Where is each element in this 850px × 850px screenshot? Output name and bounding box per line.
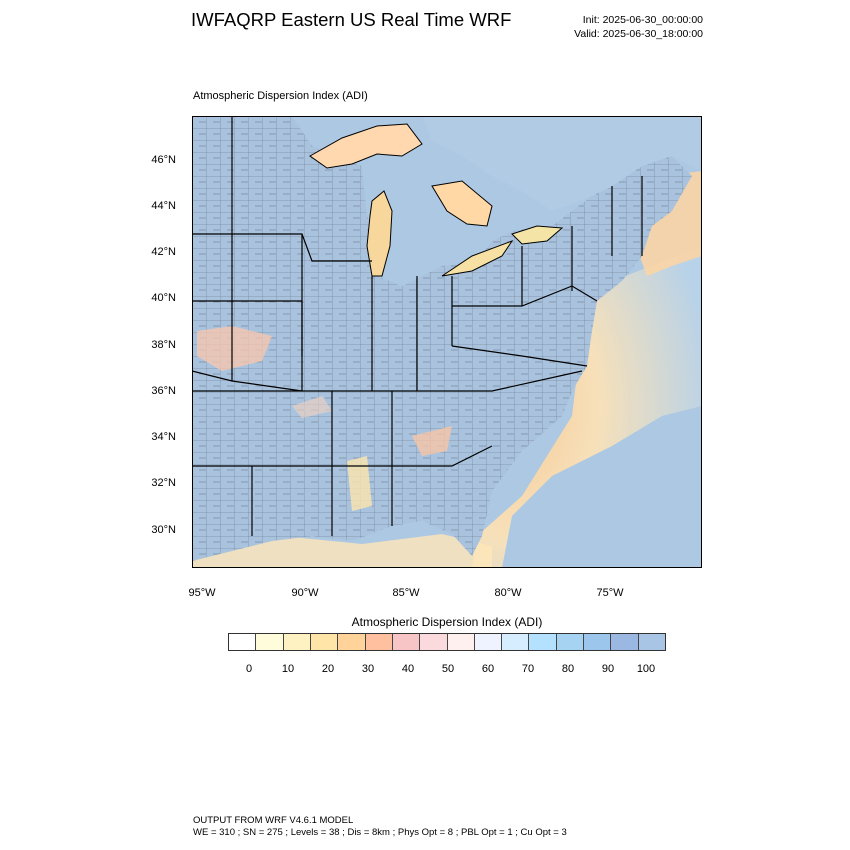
gulf-of-mexico bbox=[192, 534, 492, 568]
model-info: OUTPUT FROM WRF V4.6.1 MODEL WE = 310 ; … bbox=[193, 815, 567, 839]
colorbar-label: 10 bbox=[281, 663, 295, 675]
colorbar-cell bbox=[447, 634, 475, 650]
colorbar-cell bbox=[638, 634, 665, 650]
model-version: OUTPUT FROM WRF V4.6.1 MODEL bbox=[193, 815, 354, 826]
colorbar-cell bbox=[283, 634, 311, 650]
colorbar-cell bbox=[529, 634, 557, 650]
lake-erie bbox=[441, 239, 514, 277]
colorbar-label: 80 bbox=[561, 663, 575, 675]
colorbar-cell bbox=[502, 634, 530, 650]
colorbar-cell bbox=[256, 634, 284, 650]
warm-patch-missouri bbox=[197, 326, 272, 371]
lake-ontario bbox=[511, 225, 564, 245]
lat-label: 38°N bbox=[151, 339, 176, 351]
plot-title: Atmospheric Dispersion Index (ADI) bbox=[193, 90, 368, 102]
map-panel bbox=[192, 116, 702, 568]
lat-label: 32°N bbox=[151, 477, 176, 489]
init-time: Init: 2025-06-30_00:00:00 bbox=[582, 14, 703, 26]
colorbar-cell bbox=[474, 634, 503, 650]
lat-label: 34°N bbox=[151, 431, 176, 443]
adi-map bbox=[192, 116, 702, 568]
warm-patch-carolinas bbox=[412, 426, 452, 456]
colorbar-label: 70 bbox=[521, 663, 535, 675]
colorbar-label: 90 bbox=[601, 663, 615, 675]
lon-label: 80°W bbox=[494, 587, 522, 599]
state-boundaries bbox=[192, 116, 643, 536]
time-info: Init: 2025-06-30_00:00:00 Valid: 2025-06… bbox=[540, 13, 703, 41]
colorbar-cell bbox=[310, 634, 339, 650]
lat-label: 30°N bbox=[151, 524, 176, 536]
valid-time: Valid: 2025-06-30_18:00:00 bbox=[574, 28, 703, 40]
colorbar-label: 50 bbox=[441, 663, 455, 675]
colorbar-label: 100 bbox=[636, 663, 656, 675]
colorbar-label: 20 bbox=[321, 663, 335, 675]
lon-label: 95°W bbox=[188, 587, 216, 599]
colorbar-cell bbox=[229, 634, 257, 650]
lake-superior bbox=[309, 123, 423, 169]
colorbar-cell bbox=[420, 634, 448, 650]
colorbar-label: 40 bbox=[401, 663, 415, 675]
colorbar-title: Atmospheric Dispersion Index (ADI) bbox=[351, 615, 543, 629]
colorbar-label: 60 bbox=[481, 663, 495, 675]
colorbar-cell bbox=[392, 634, 421, 650]
model-config: WE = 310 ; SN = 275 ; Levels = 38 ; Dis … bbox=[193, 827, 567, 838]
colorbar-cell bbox=[611, 634, 639, 650]
lake-michigan bbox=[366, 190, 393, 277]
lon-label: 85°W bbox=[392, 587, 420, 599]
colorbar-cell bbox=[584, 634, 612, 650]
gulf-of-maine bbox=[632, 171, 702, 276]
lon-label: 90°W bbox=[291, 587, 319, 599]
lat-label: 46°N bbox=[151, 154, 176, 166]
map-border bbox=[192, 116, 702, 568]
lake-huron bbox=[431, 180, 493, 227]
colorbar-cell bbox=[365, 634, 393, 650]
lat-label: 36°N bbox=[151, 385, 176, 397]
coastal-ocean bbox=[472, 246, 702, 568]
colorbar-label: 0 bbox=[245, 663, 253, 675]
canada-region bbox=[422, 116, 702, 211]
colorbar bbox=[228, 633, 666, 651]
map-title: IWFAQRP Eastern US Real Time WRF bbox=[191, 9, 512, 30]
county-lines bbox=[192, 116, 692, 561]
warm-patch-tennessee bbox=[292, 396, 332, 418]
colorbar-cell bbox=[338, 634, 366, 650]
lat-label: 42°N bbox=[151, 246, 176, 258]
lat-label: 44°N bbox=[151, 200, 176, 212]
colorbar-cell bbox=[556, 634, 585, 650]
lon-label: 75°W bbox=[596, 587, 624, 599]
warm-patch-alabama bbox=[347, 456, 372, 511]
colorbar-label: 30 bbox=[361, 663, 375, 675]
lat-label: 40°N bbox=[151, 292, 176, 304]
